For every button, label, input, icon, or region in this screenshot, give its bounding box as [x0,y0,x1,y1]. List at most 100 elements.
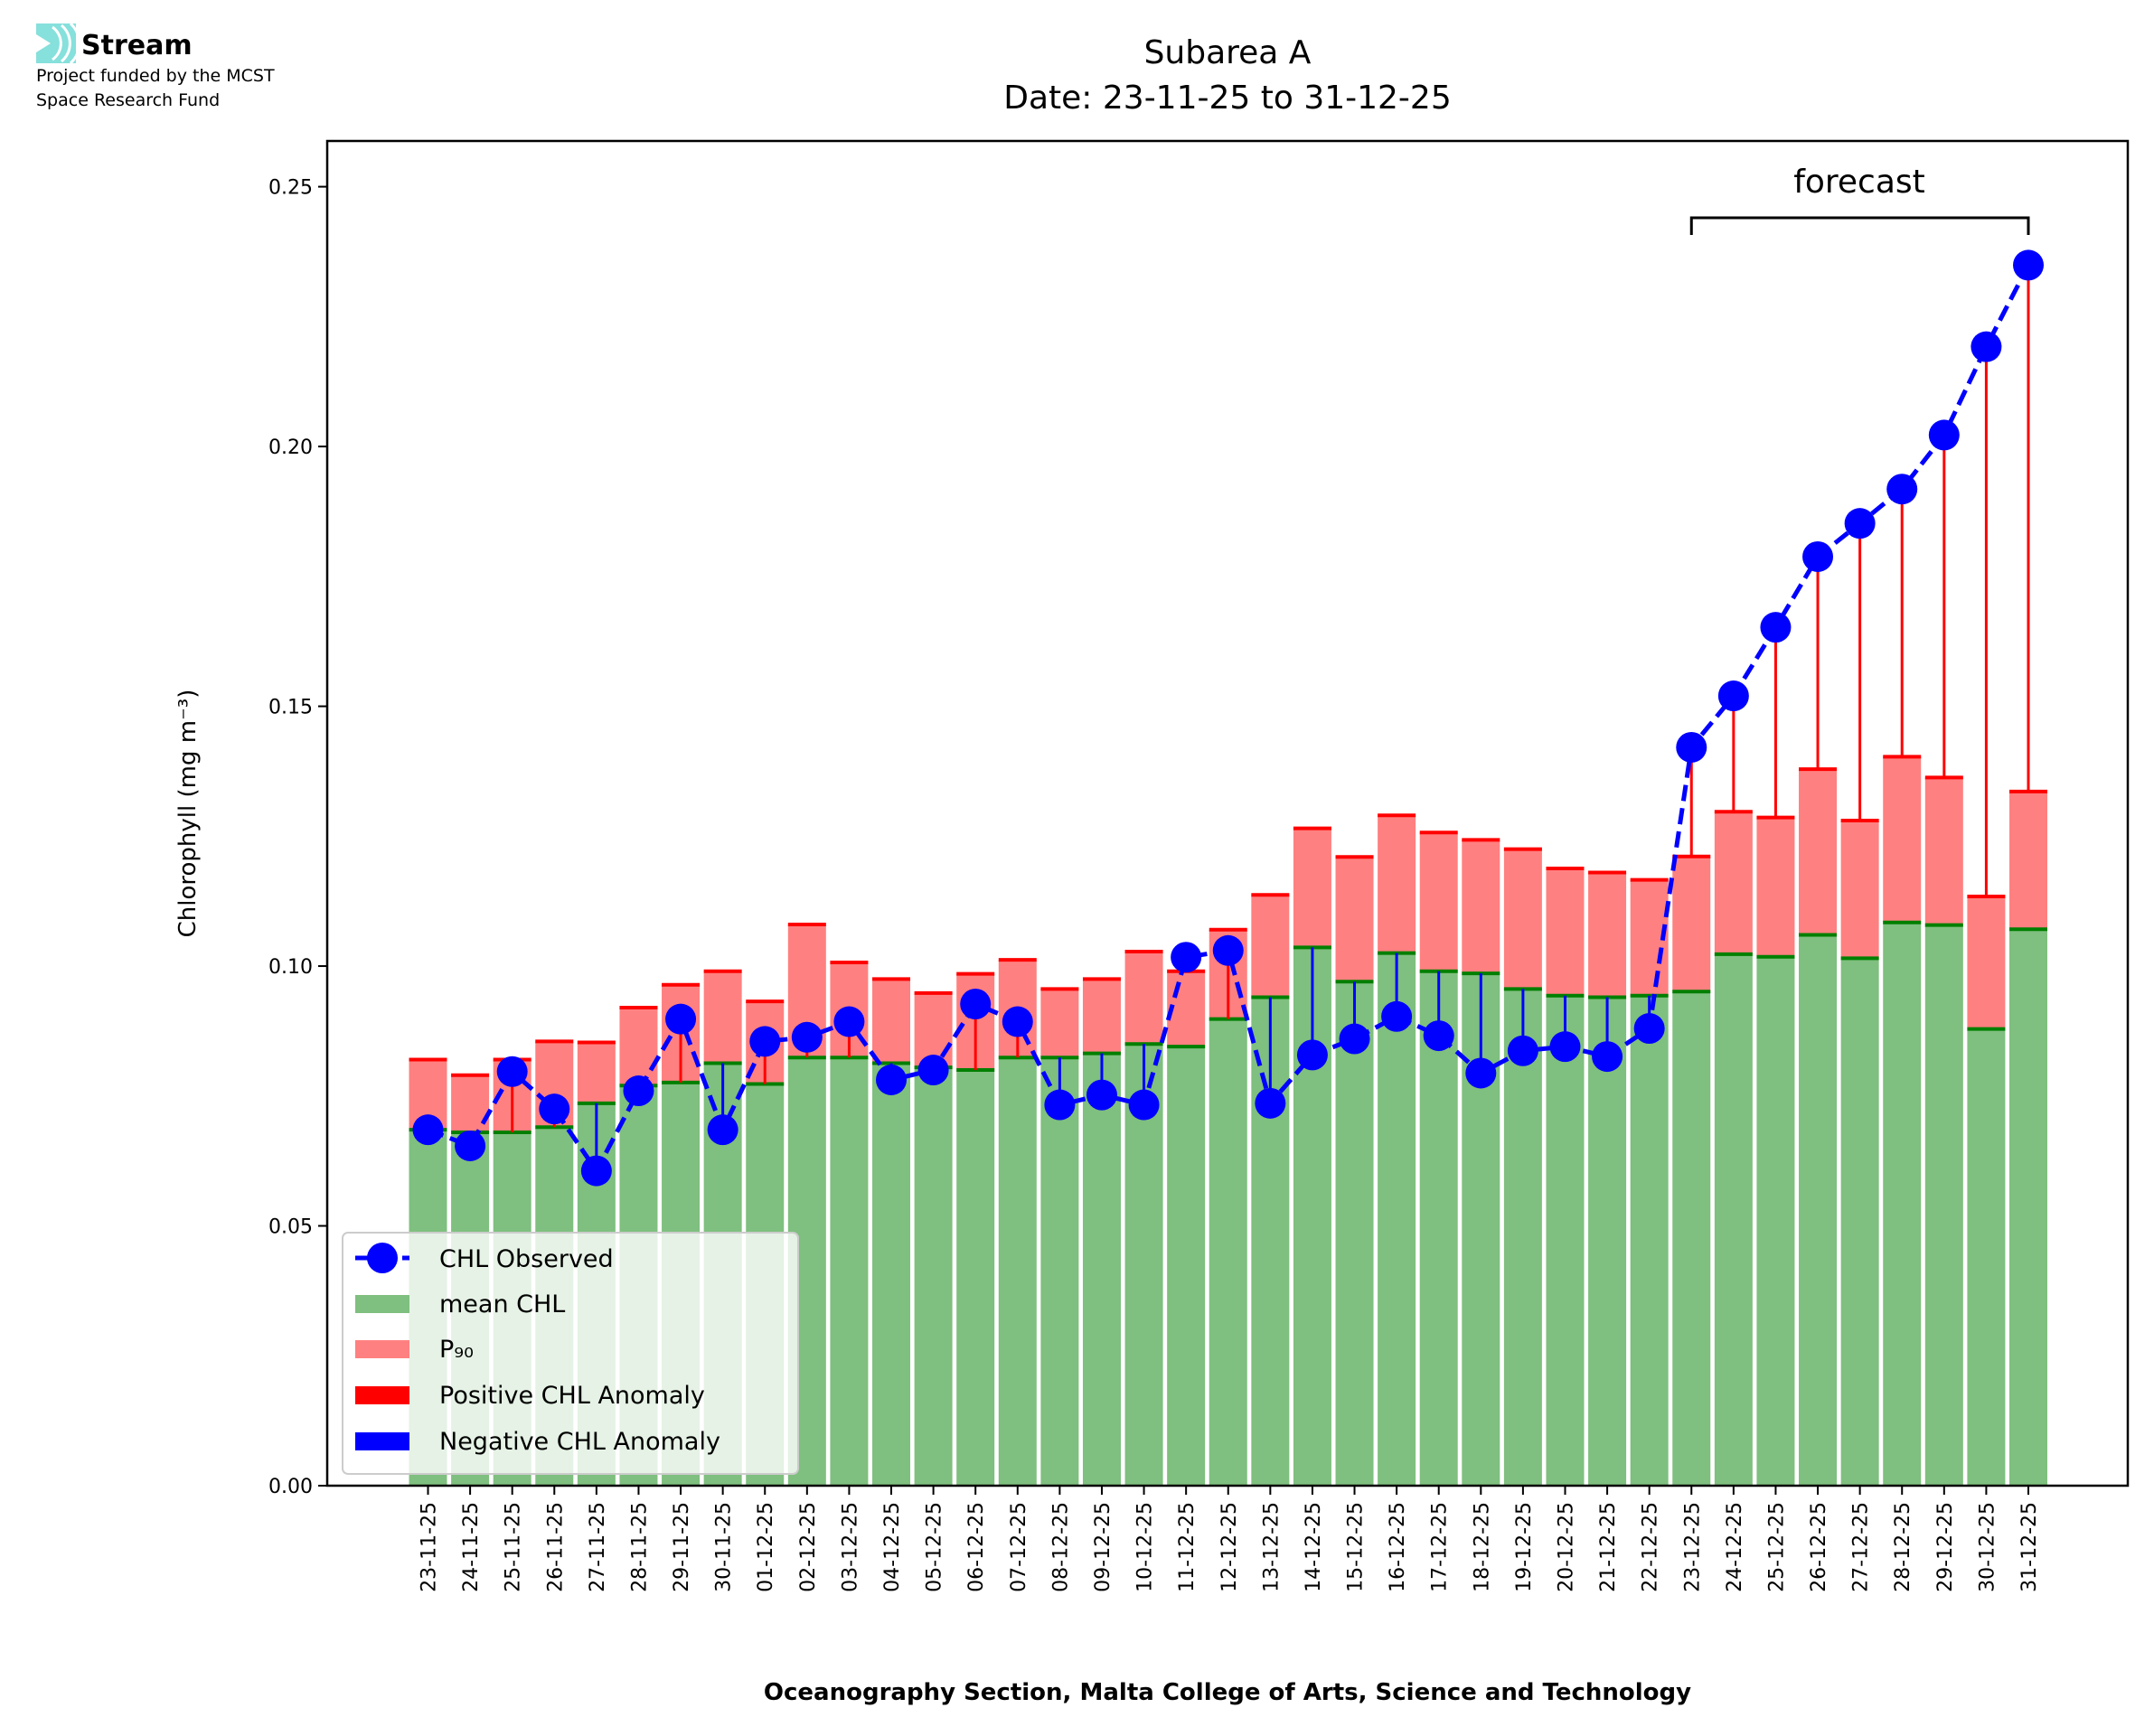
mean-bar [1546,995,1585,1486]
observed-point [833,1006,865,1037]
x-tick-label: 17-12-25 [1429,1502,1452,1592]
observed-point [960,989,992,1020]
x-tick-label: 28-12-25 [1892,1502,1914,1592]
x-tick-label: 22-12-25 [1640,1502,1662,1592]
x-tick-label: 27-11-25 [587,1502,609,1592]
mean-bar [872,1063,911,1486]
legend-negative-swatch [355,1432,409,1450]
x-tick-label: 30-11-25 [713,1502,736,1592]
mean-bar [914,1067,953,1486]
y-tick-label: 0.10 [268,956,313,979]
logo: Stream Project funded by the MCST Space … [36,22,275,110]
p90-bar [1672,856,1711,992]
p90-bar [1840,821,1879,959]
x-tick-label: 27-12-25 [1850,1502,1873,1592]
observed-point [1928,419,1960,451]
observed-point [1844,508,1876,540]
y-tick-label: 0.00 [268,1476,313,1498]
observed-point [1717,680,1749,712]
x-tick-label: 07-12-25 [1008,1502,1030,1592]
legend-label: mean CHL [439,1290,565,1318]
mean-bar [1672,991,1711,1486]
observed-point [707,1114,738,1146]
x-tick-label: 09-12-25 [1092,1502,1115,1592]
logo-name: Stream [81,30,193,61]
mean-bar [998,1057,1037,1486]
x-tick-label: 06-12-25 [965,1502,988,1592]
legend-label: Negative CHL Anomaly [439,1428,720,1456]
x-tick-label: 13-12-25 [1260,1502,1283,1592]
forecast-bracket: forecast [1689,164,2030,235]
p90-bar [1293,828,1331,948]
x-tick-label: 02-12-25 [797,1502,820,1592]
x-axis-label: Oceanography Section, Malta College of A… [764,1679,1691,1706]
legend-label: Positive CHL Anomaly [439,1382,705,1410]
observed-point [539,1093,570,1125]
observed-point [1128,1089,1160,1121]
mean-bar [1924,924,1963,1486]
observed-point [623,1075,654,1107]
legend-positive-swatch [355,1386,409,1404]
x-tick-label: 01-12-25 [755,1502,777,1592]
mean-bar [1503,989,1542,1486]
x-tick-label: 15-12-25 [1345,1502,1368,1592]
x-tick-label: 21-12-25 [1597,1502,1620,1592]
x-tick-label: 29-11-25 [671,1502,693,1592]
x-tick-label: 25-12-25 [1765,1502,1788,1592]
x-tick-label: 24-12-25 [1724,1502,1746,1592]
p90-bar [1546,868,1585,996]
mean-bar [1378,952,1416,1486]
p90-bar [703,971,742,1064]
observed-point [455,1130,486,1161]
mean-bar [1419,971,1458,1486]
p90-bar [1503,849,1542,990]
mean-bar [830,1057,869,1486]
observed-point [1549,1031,1581,1063]
chart-title: Subarea A [1144,34,1312,71]
observed-point [1002,1006,1033,1037]
x-tick-label: 11-12-25 [1176,1502,1199,1592]
x-tick-label: 24-11-25 [460,1502,483,1592]
observed-point [1633,1013,1665,1045]
mean-bar [1840,958,1879,1486]
mean-bar [1040,1057,1079,1486]
legend-p90-swatch [355,1340,409,1358]
p90-bar [1378,815,1416,953]
x-tick-label: 03-12-25 [839,1502,861,1592]
mean-bar [1799,934,1838,1486]
y-tick-label: 0.25 [268,177,313,200]
observed-point [917,1055,949,1086]
observed-point [1760,612,1792,643]
p90-bar [872,979,911,1064]
x-tick-label: 26-11-25 [544,1502,567,1592]
observed-point [791,1021,823,1053]
observed-point [1044,1089,1076,1121]
logo-line1: Project funded by the MCST [36,66,275,86]
observed-point [412,1114,444,1146]
x-tick-label: 14-12-25 [1303,1502,1325,1592]
observed-point [1507,1035,1538,1066]
observed-point [1465,1057,1497,1089]
observed-point [1296,1039,1328,1071]
mean-bar [1630,995,1669,1486]
y-tick-label: 0.15 [268,697,313,719]
mean-bar [1883,922,1922,1486]
observed-point [1592,1041,1623,1073]
observed-point [1971,331,2002,362]
observed-point [1802,540,1834,572]
stream-logo-icon [36,22,81,65]
observed-point [1086,1079,1117,1111]
y-tick-label: 0.05 [268,1216,313,1239]
p90-bar [1588,872,1627,998]
mean-bar [1209,1018,1247,1486]
observed-point [1212,934,1244,966]
x-tick-label: 26-12-25 [1808,1502,1830,1592]
mean-bar [1967,1028,2006,1486]
bracket-line [1689,216,2030,235]
observed-point [1886,474,1918,505]
p90-bar [1967,896,2006,1029]
observed-point [496,1056,528,1087]
legend-observed-marker [367,1243,398,1273]
mean-bar [1167,1046,1206,1486]
mean-bar [2009,929,2047,1486]
